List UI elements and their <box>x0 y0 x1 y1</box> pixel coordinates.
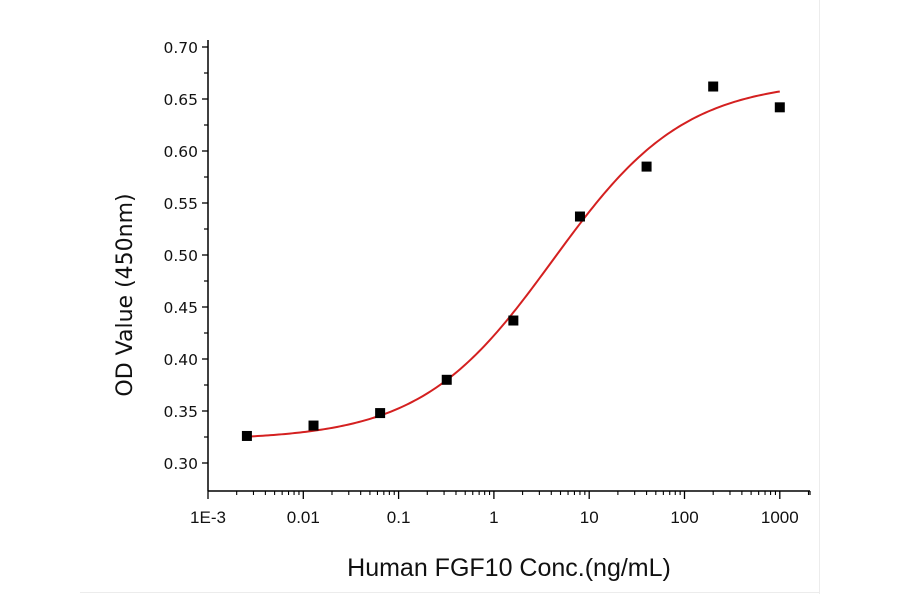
y-tick-label: 0.55 <box>163 195 198 213</box>
data-point-marker <box>574 211 585 222</box>
fit-curve-line <box>246 90 780 438</box>
data-point-marker <box>308 420 319 431</box>
frame-border-right <box>819 0 820 594</box>
x-tick-label: 100 <box>670 508 698 527</box>
y-tick-label: 0.35 <box>163 403 198 421</box>
data-points <box>241 81 785 441</box>
y-tick-label: 0.40 <box>163 351 198 369</box>
y-tick-label: 0.70 <box>163 39 198 57</box>
x-tick-label: 0.1 <box>387 508 411 527</box>
x-tick-label: 10 <box>580 508 599 527</box>
x-tick-label: 1E-3 <box>190 508 226 527</box>
x-axis-title: Human FGF10 Conc.(ng/mL) <box>347 554 671 582</box>
x-tick-label: 1 <box>489 508 498 527</box>
data-point-marker <box>708 81 719 92</box>
data-point-marker <box>375 408 386 419</box>
y-tick-label: 0.50 <box>163 247 198 265</box>
data-point-marker <box>441 374 452 385</box>
y-tick-label: 0.65 <box>163 91 198 109</box>
x-tick-label: 1000 <box>761 508 799 527</box>
y-axis: 0.30 0.35 0.40 0.45 0.50 0.55 0.60 0.65 0.70 <box>163 39 209 491</box>
x-tick-label: 0.01 <box>287 508 320 527</box>
x-axis: 1E-3 0.01 0.1 1 10 100 1000 <box>190 490 811 527</box>
y-tick-label: 0.60 <box>163 143 198 161</box>
data-point-marker <box>241 430 252 441</box>
y-tick-label: 0.45 <box>163 299 198 317</box>
data-point-marker <box>641 161 652 172</box>
data-point-marker <box>774 102 785 113</box>
frame-border-bottom <box>80 592 820 593</box>
y-axis-title: OD Value (450nm) <box>113 193 138 396</box>
data-point-marker <box>508 315 519 326</box>
y-tick-label: 0.30 <box>163 455 198 473</box>
